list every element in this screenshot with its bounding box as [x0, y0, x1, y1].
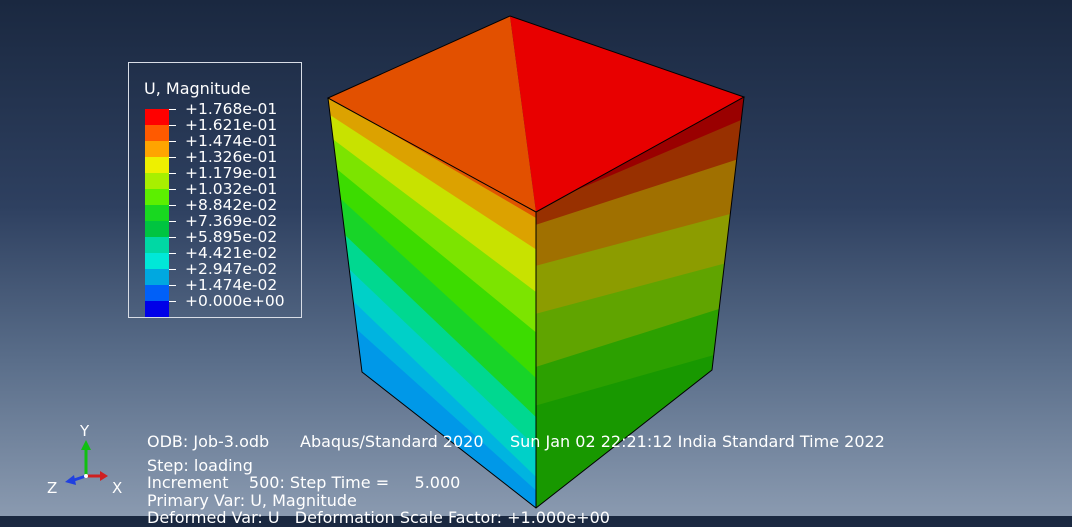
legend-tick	[169, 109, 176, 110]
legend-value: +1.474e-01	[185, 133, 277, 149]
contour-legend: U, Magnitude +1.768e-01 +1.621e-01 +1.474e…	[128, 62, 302, 318]
legend-value: +8.842e-02	[185, 197, 277, 213]
solver-label: Abaqus/Standard 2020	[300, 433, 484, 450]
legend-value: +2.947e-02	[185, 261, 277, 277]
legend-value: +1.326e-01	[185, 149, 277, 165]
legend-swatch	[145, 189, 169, 205]
legend-swatch	[145, 109, 169, 125]
primary-var-label: Primary Var: U, Magnitude	[147, 492, 357, 509]
legend-tick	[169, 141, 176, 142]
legend-swatch	[145, 285, 169, 301]
legend-swatch	[145, 157, 169, 173]
legend-value: +7.369e-02	[185, 213, 277, 229]
legend-value: +5.895e-02	[185, 229, 277, 245]
legend-tick	[169, 221, 176, 222]
step-label: Step: loading	[147, 457, 253, 474]
legend-value: +4.421e-02	[185, 245, 277, 261]
legend-tick	[169, 205, 176, 206]
deformed-var-label: Deformed Var: U Deformation Scale Factor…	[147, 509, 610, 526]
legend-swatch	[145, 125, 169, 141]
legend-tick	[169, 125, 176, 126]
legend-value: +1.179e-01	[185, 165, 277, 181]
increment-label: Increment 500: Step Time = 5.000	[147, 474, 460, 491]
legend-value: +1.032e-01	[185, 181, 277, 197]
triad-z-label: Z	[47, 479, 57, 497]
legend-value: +0.000e+00	[185, 293, 285, 309]
legend-tick	[169, 269, 176, 270]
legend-tick	[169, 301, 176, 302]
axis-triad-icon	[54, 432, 134, 512]
legend-swatch	[145, 141, 169, 157]
legend-value: +1.621e-01	[185, 117, 277, 133]
legend-swatch	[145, 269, 169, 285]
legend-swatch	[145, 221, 169, 237]
viewport-canvas[interactable]: U, Magnitude +1.768e-01 +1.621e-01 +1.474e…	[0, 0, 1072, 516]
legend-title: U, Magnitude	[144, 79, 251, 98]
legend-swatch	[145, 253, 169, 269]
legend-tick	[169, 285, 176, 286]
legend-swatch	[145, 301, 169, 317]
legend-tick	[169, 253, 176, 254]
triad-y-label: Y	[80, 422, 89, 440]
date-label: Sun Jan 02 22:21:12 India Standard Time …	[510, 433, 885, 450]
legend-tick	[169, 189, 176, 190]
legend-value: +1.768e-01	[185, 101, 277, 117]
legend-swatch	[145, 205, 169, 221]
legend-swatch	[145, 237, 169, 253]
triad-x-label: X	[112, 479, 122, 497]
legend-tick	[169, 157, 176, 158]
legend-tick	[169, 237, 176, 238]
legend-value: +1.474e-02	[185, 277, 277, 293]
legend-swatch	[145, 173, 169, 189]
legend-tick	[169, 173, 176, 174]
odb-label: ODB: Job-3.odb	[147, 433, 269, 450]
